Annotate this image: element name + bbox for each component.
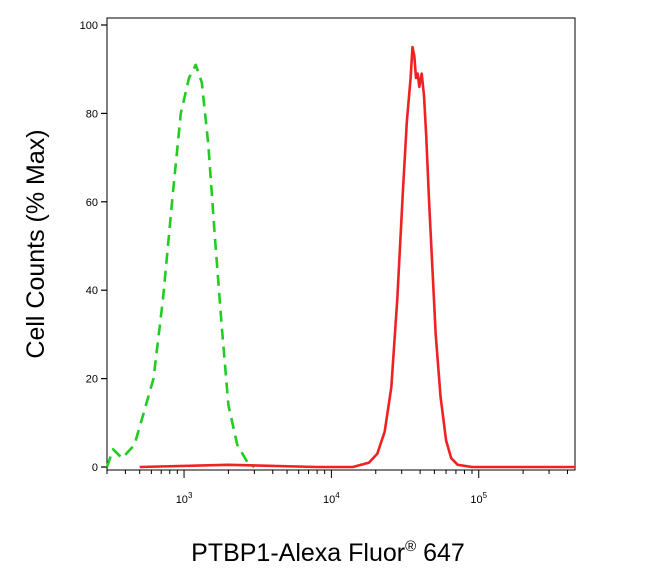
y-axis-title: Cell Counts (% Max) — [22, 129, 50, 358]
y-tick-label: 100 — [80, 20, 98, 32]
y-tick-label: 0 — [92, 462, 98, 474]
series-line-1 — [105, 63, 256, 469]
x-tick-base: 10 — [470, 494, 482, 506]
y-tick-label: 60 — [86, 197, 98, 209]
x-tick-base: 10 — [176, 494, 188, 506]
x-tick-label: 104 — [323, 491, 340, 506]
x-tick-label: 105 — [470, 491, 487, 506]
x-axis-title-superscript: ® — [405, 538, 416, 555]
y-tick-label: 40 — [86, 285, 98, 297]
x-tick-exponent: 3 — [188, 491, 193, 500]
x-tick-label: 103 — [176, 491, 193, 506]
x-axis: 103 104 105 — [106, 470, 568, 506]
x-tick-exponent: 4 — [335, 491, 340, 500]
y-axis: 0 20 40 60 80 100 — [80, 20, 107, 474]
series-layer — [105, 45, 575, 469]
x-axis-title: PTBP1-Alexa Fluor® 647 — [191, 538, 465, 567]
x-tick-exponent: 5 — [483, 491, 488, 500]
plot-frame — [106, 17, 576, 471]
x-axis-title-main: PTBP1-Alexa Fluor — [191, 539, 405, 567]
x-axis-title-suffix: 647 — [416, 539, 465, 567]
x-tick-base: 10 — [323, 494, 335, 506]
series-line-2 — [139, 45, 575, 469]
y-tick-label: 80 — [86, 108, 98, 120]
y-tick-label: 20 — [86, 374, 98, 386]
